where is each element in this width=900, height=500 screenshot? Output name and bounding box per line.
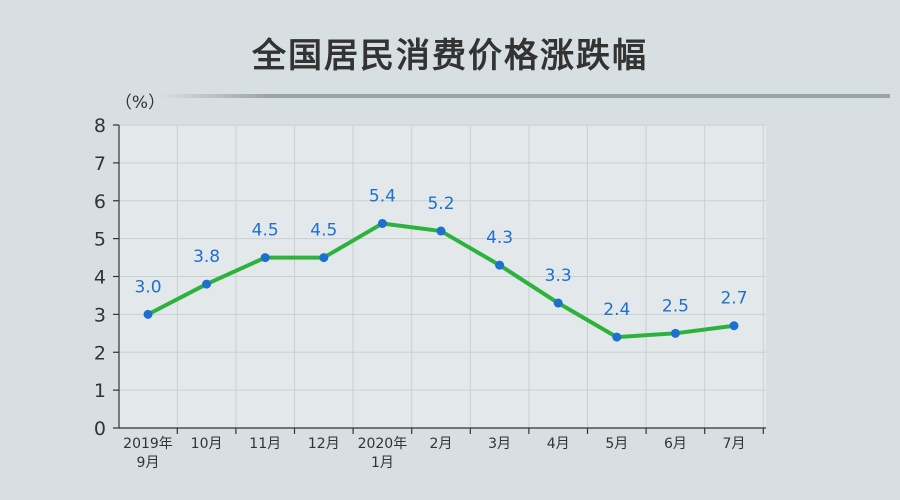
data-label: 3.0 — [134, 277, 161, 297]
y-axis-label: （%） — [115, 93, 165, 113]
x-tick-label: 2月 — [430, 436, 453, 452]
data-point — [553, 298, 563, 308]
data-point — [319, 253, 329, 263]
y-tick-label: 8 — [94, 115, 106, 137]
x-tick-label: 10月 — [191, 436, 223, 452]
x-tick-label: 5月 — [605, 436, 628, 452]
y-tick-label: 4 — [94, 267, 106, 289]
data-label: 2.4 — [603, 300, 630, 320]
chart-title: 全国居民消费价格涨跌幅 — [252, 36, 648, 76]
y-tick-label: 2 — [94, 342, 106, 364]
data-label: 5.4 — [369, 186, 396, 206]
y-tick-label: 5 — [94, 229, 106, 251]
data-label: 3.3 — [545, 266, 572, 286]
y-tick-label: 0 — [94, 418, 106, 440]
data-point — [495, 260, 505, 270]
data-point — [436, 226, 446, 236]
data-label: 4.5 — [310, 221, 337, 241]
y-tick-label: 6 — [94, 191, 106, 213]
data-label: 4.5 — [252, 221, 279, 241]
data-point — [612, 332, 622, 342]
data-point — [202, 279, 212, 289]
data-label: 3.8 — [193, 247, 220, 267]
x-tick-label: 2020年 — [358, 436, 408, 452]
data-point — [377, 218, 387, 228]
x-tick-label: 9月 — [137, 455, 160, 471]
y-tick-label: 3 — [94, 304, 106, 326]
data-point — [260, 253, 270, 263]
x-tick-label: 4月 — [547, 436, 570, 452]
data-point — [143, 309, 153, 319]
x-tick-label: 3月 — [488, 436, 511, 452]
data-label: 4.3 — [486, 228, 513, 248]
x-tick-label: 6月 — [664, 436, 687, 452]
x-tick-label: 7月 — [723, 436, 746, 452]
data-point — [670, 328, 680, 338]
x-tick-label: 2019年 — [123, 436, 173, 452]
title-divider — [160, 94, 890, 98]
y-tick-label: 1 — [94, 380, 106, 402]
x-tick-label: 1月 — [371, 455, 394, 471]
data-label: 2.5 — [662, 296, 689, 316]
x-tick-label: 12月 — [308, 436, 340, 452]
data-label: 5.2 — [427, 194, 454, 214]
data-label: 2.7 — [720, 289, 747, 309]
data-point — [729, 321, 739, 331]
x-tick-label: 11月 — [249, 436, 281, 452]
y-tick-label: 7 — [94, 153, 106, 175]
